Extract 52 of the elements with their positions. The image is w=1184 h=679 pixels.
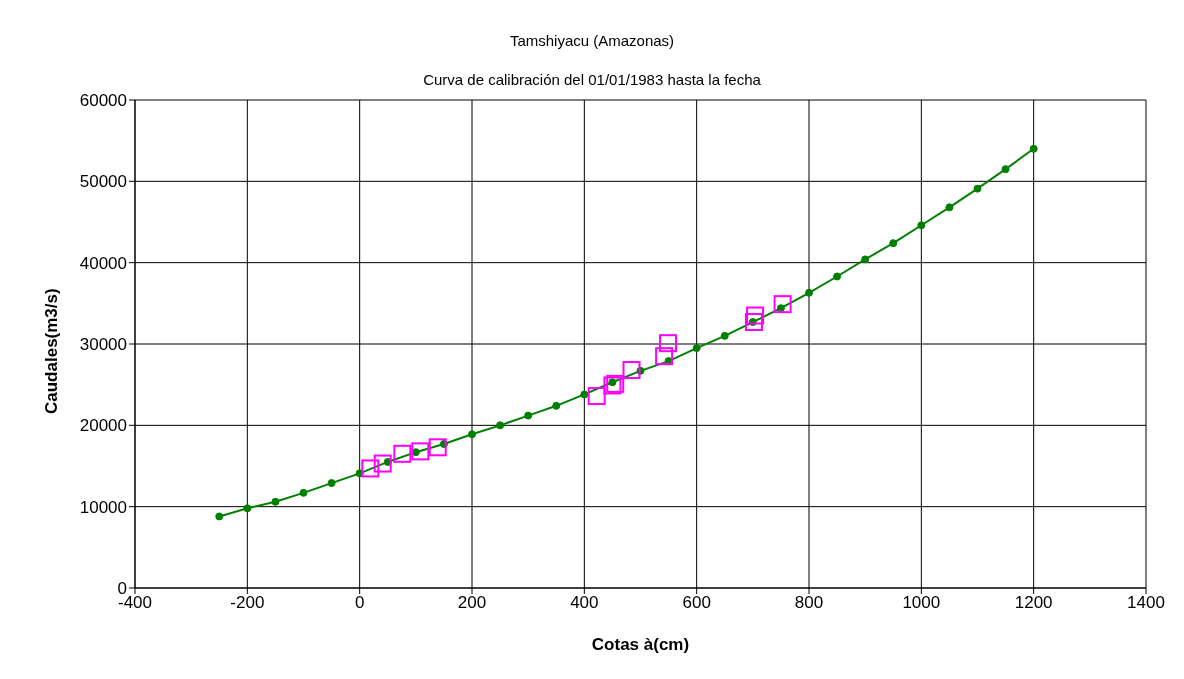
point <box>659 334 678 353</box>
point <box>1001 165 1010 174</box>
point <box>805 288 813 297</box>
point <box>587 387 606 406</box>
point <box>361 459 380 478</box>
y-tick-label: 50000 <box>79 172 127 192</box>
point <box>271 497 280 506</box>
point <box>299 488 308 497</box>
chart-subtitle: Curva de calibración del 01/01/1983 hasta la fecha <box>422 71 762 88</box>
chart-title: Tamshiyacu (Amazonas) <box>508 32 676 49</box>
point <box>889 239 898 248</box>
point <box>917 221 926 230</box>
point <box>746 306 765 325</box>
point <box>622 361 641 380</box>
point <box>243 504 252 513</box>
point <box>468 430 476 439</box>
x-tick-label: 1200 <box>1014 593 1053 613</box>
x-tick-label: 0 <box>354 593 365 613</box>
point <box>945 203 954 212</box>
point <box>215 512 224 521</box>
point <box>580 390 589 399</box>
x-tick-label: 1000 <box>902 593 941 613</box>
point <box>744 313 763 332</box>
y-tick-label: 30000 <box>79 335 127 355</box>
point <box>833 272 842 281</box>
point <box>373 454 392 473</box>
y-tick-label: 40000 <box>79 253 127 273</box>
point <box>692 344 701 353</box>
point <box>552 401 561 410</box>
x-axis-title: Cotas à(cm) <box>591 635 690 654</box>
point <box>327 479 336 488</box>
point <box>973 184 982 193</box>
point <box>1029 144 1038 153</box>
x-tick-label: 800 <box>794 593 824 613</box>
y-tick-label: 10000 <box>79 497 127 517</box>
point <box>524 411 533 420</box>
point <box>411 442 430 461</box>
x-tick-label: 400 <box>570 593 599 613</box>
point <box>861 255 870 264</box>
y-tick-label: 60000 <box>79 91 127 111</box>
point <box>773 295 792 314</box>
y-axis-title: Caudales(m3/s) <box>42 288 62 414</box>
y-tick-label: 20000 <box>79 416 127 436</box>
point <box>393 444 412 463</box>
x-tick-label: 200 <box>457 593 487 613</box>
point <box>655 347 674 366</box>
x-tick-label: 600 <box>682 593 711 613</box>
x-tick-label: 1400 <box>1127 593 1165 613</box>
x-tick-label: -200 <box>230 593 265 613</box>
point <box>428 438 447 457</box>
point <box>720 331 729 340</box>
point <box>496 421 505 430</box>
